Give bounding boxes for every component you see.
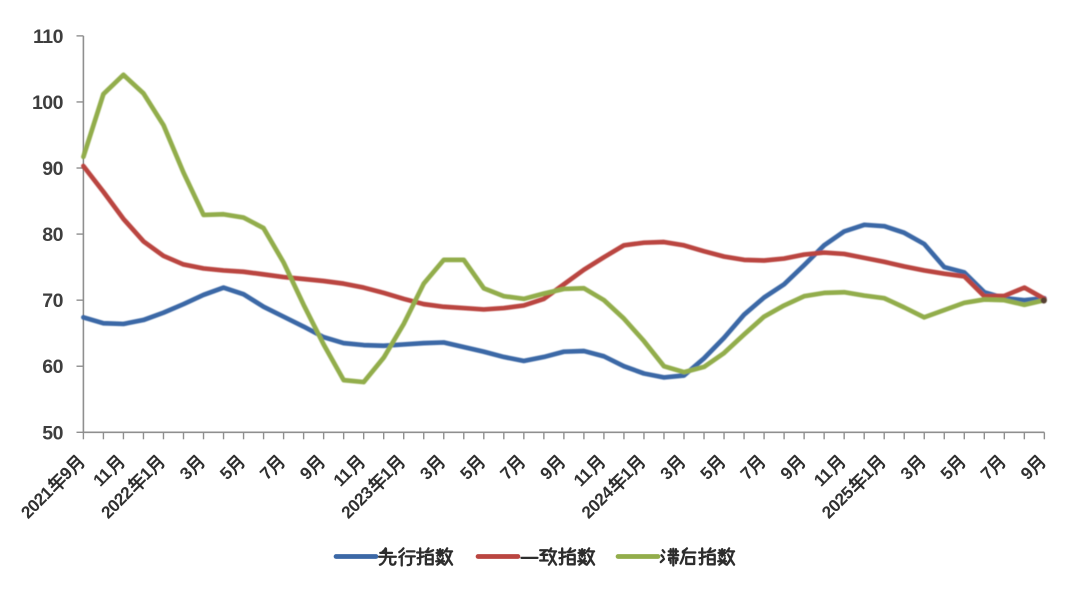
svg-text:60: 60 [42, 356, 63, 378]
svg-text:80: 80 [42, 224, 63, 246]
svg-text:100: 100 [32, 92, 64, 114]
svg-text:70: 70 [42, 290, 63, 312]
svg-text:50: 50 [42, 422, 63, 444]
svg-text:90: 90 [42, 158, 63, 180]
svg-text:110: 110 [33, 26, 64, 48]
